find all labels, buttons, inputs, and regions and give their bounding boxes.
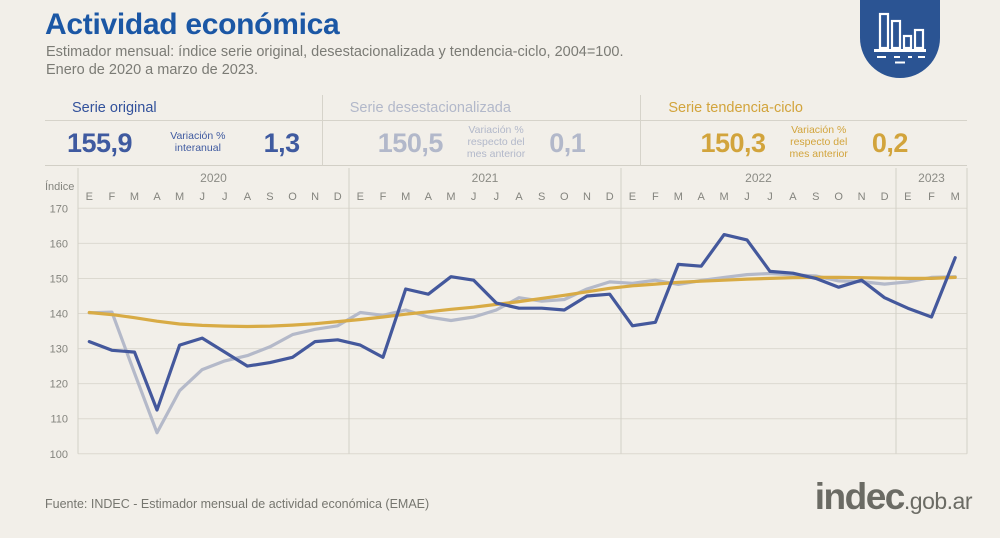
stat-metric-label: Variación % respecto del mes anterior	[790, 125, 848, 160]
metric-line: respecto del	[467, 136, 525, 149]
month-label: O	[288, 191, 297, 203]
month-label: E	[357, 191, 364, 203]
month-label: A	[244, 191, 252, 203]
indec-logo[interactable]: indec .gob.ar	[814, 476, 973, 518]
stat-label: Serie tendencia-ciclo	[641, 95, 967, 121]
month-label: S	[538, 191, 545, 203]
year-label: 2021	[472, 171, 499, 185]
page-title: Actividad económica	[45, 8, 340, 41]
month-label: J	[199, 191, 205, 203]
month-label: M	[674, 191, 683, 203]
y-tick-label: 120	[50, 379, 68, 391]
month-label: F	[652, 191, 659, 203]
month-label: F	[380, 191, 387, 203]
stat-metric-value: 0,1	[549, 127, 586, 158]
month-label: N	[583, 191, 591, 203]
y-tick-label: 170	[50, 203, 68, 215]
metric-line: interanual	[174, 142, 221, 154]
month-label: M	[401, 191, 410, 203]
month-label: F	[109, 191, 116, 203]
metric-line: Variación %	[468, 124, 524, 137]
indec-badge	[860, 0, 940, 78]
month-label: M	[175, 191, 184, 203]
stat-serie-desestacionalizada: Serie desestacionalizada 150,5 Variación…	[321, 95, 641, 166]
month-label: S	[266, 191, 273, 203]
month-label: D	[606, 191, 614, 203]
y-tick-label: 160	[50, 238, 68, 250]
metric-line: mes anterior	[466, 147, 526, 160]
year-label: 2023	[918, 171, 945, 185]
metric-line: Variación %	[170, 130, 226, 143]
y-tick-label: 100	[50, 449, 68, 461]
stat-metric-label: Variación % respecto del mes anterior	[467, 125, 525, 160]
month-label: A	[425, 191, 433, 203]
stat-value: 155,9	[67, 127, 133, 158]
metric-line: respecto del	[790, 136, 848, 149]
month-label: D	[334, 191, 342, 203]
month-label: M	[720, 191, 729, 203]
y-tick-label: 110	[50, 414, 68, 426]
stat-serie-original: Serie original 155,9 Variación % interan…	[45, 95, 322, 166]
y-axis-label: Índice	[45, 180, 74, 193]
stat-metric-value: 1,3	[263, 127, 301, 158]
month-label: E	[629, 191, 636, 203]
month-label: O	[560, 191, 569, 203]
year-label: 2020	[200, 171, 227, 185]
stat-metric-label: Variación % interanual	[170, 130, 226, 155]
month-label: A	[515, 191, 523, 203]
stat-label: Serie desestacionalizada	[322, 95, 641, 121]
month-label: S	[812, 191, 819, 203]
subtitle-line-2: Enero de 2020 a marzo de 2023.	[46, 61, 259, 78]
month-label: A	[789, 191, 797, 203]
year-label: 2022	[745, 171, 772, 185]
page-subtitle: Estimador mensual: índice serie original…	[46, 44, 624, 79]
month-label: N	[311, 191, 319, 203]
y-tick-label: 130	[50, 344, 68, 356]
series-line-2	[87, 275, 957, 329]
month-label: J	[471, 191, 477, 203]
month-label: J	[494, 191, 500, 203]
month-label: D	[881, 191, 889, 203]
y-tick-label: 140	[50, 309, 68, 321]
logo-main-text: indec	[814, 476, 906, 517]
month-label: N	[858, 191, 866, 203]
month-label: A	[153, 191, 161, 203]
y-tick-label: 150	[50, 273, 68, 285]
month-label: E	[86, 191, 93, 203]
metric-line: mes anterior	[789, 147, 848, 160]
series-line-0	[87, 233, 957, 412]
month-label: J	[222, 191, 228, 203]
month-label: O	[834, 191, 843, 203]
month-label: E	[904, 191, 911, 203]
stat-value: 150,5	[377, 127, 444, 158]
month-label: M	[951, 191, 960, 203]
month-label: A	[698, 191, 706, 203]
logo-suffix-text: .gob.ar	[903, 488, 973, 514]
stat-serie-tendencia-ciclo: Serie tendencia-ciclo 150,3 Variación % …	[640, 95, 967, 166]
series-line-1	[87, 271, 957, 435]
source-note: Fuente: INDEC - Estimador mensual de act…	[45, 497, 430, 511]
month-label: J	[767, 191, 773, 203]
month-label: J	[744, 191, 750, 203]
stat-metric-value: 0,2	[871, 127, 909, 158]
subtitle-line-1: Estimador mensual: índice serie original…	[46, 44, 624, 60]
summary-stats: Serie original 155,9 Variación % interan…	[45, 95, 967, 166]
stat-label: Serie original	[45, 95, 322, 121]
stat-value: 150,3	[700, 127, 766, 158]
month-label: F	[928, 191, 935, 203]
month-label: M	[130, 191, 139, 203]
month-label: M	[446, 191, 455, 203]
metric-line: Variación %	[791, 124, 847, 137]
bar-chart-icon	[874, 12, 926, 64]
